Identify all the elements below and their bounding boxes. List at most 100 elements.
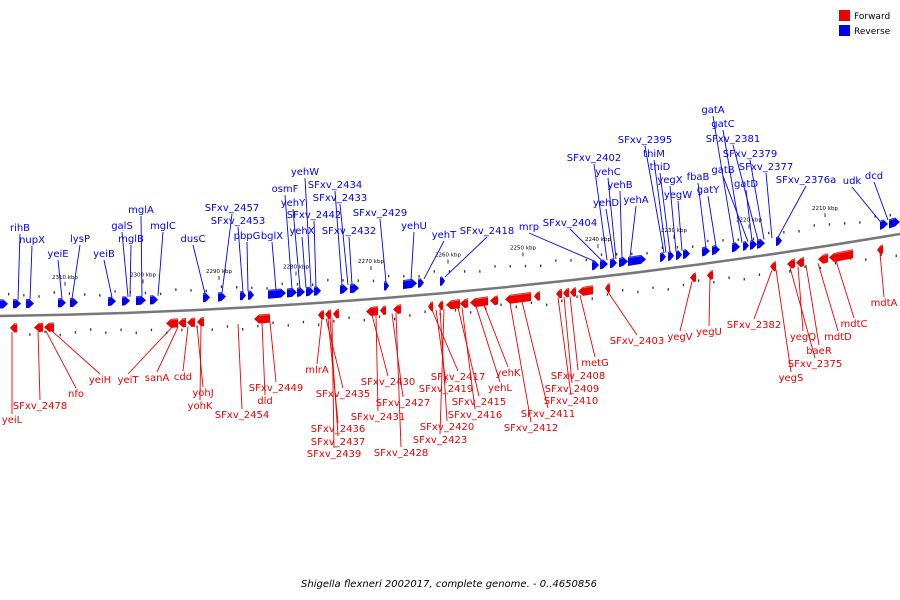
forward-gene-label: SFxv_2437 bbox=[311, 437, 365, 448]
feature-dash bbox=[828, 223, 831, 226]
forward-gene-label: SFxv_2410 bbox=[544, 396, 598, 407]
reverse-label-leader bbox=[71, 244, 81, 299]
reverse-gene-label: SFxv_2402 bbox=[567, 153, 621, 164]
reverse-label-leader bbox=[313, 220, 317, 288]
tick-label: 2280 kbp bbox=[283, 264, 309, 270]
forward-gene-label: yegV bbox=[667, 332, 692, 343]
forward-label-leader bbox=[156, 326, 179, 373]
reverse-gene-label: SFxv_2404 bbox=[543, 218, 597, 229]
forward-gene-label: yegQ bbox=[790, 332, 816, 343]
gene-arrow-highlight bbox=[833, 249, 854, 255]
reverse-label-leader bbox=[129, 244, 132, 297]
reverse-gene-label: osmF bbox=[272, 184, 299, 195]
forward-label-leader bbox=[457, 307, 480, 397]
gene-arrow-highlight bbox=[791, 258, 796, 261]
gene-arrow bbox=[757, 238, 765, 249]
gene-arrow-highlight bbox=[888, 218, 896, 221]
gene-arrow bbox=[393, 304, 401, 314]
tick-label: 2260 kbp bbox=[435, 253, 461, 259]
reverse-label-leader bbox=[605, 208, 615, 260]
gene-arrow bbox=[287, 287, 297, 298]
reverse-gene-label: yehT bbox=[432, 230, 457, 241]
reverse-label-leader bbox=[192, 244, 206, 294]
gene-arrow bbox=[248, 290, 254, 300]
feature-dash bbox=[287, 324, 289, 327]
forward-gene-label: mdtD bbox=[824, 332, 852, 343]
feature-dash bbox=[226, 325, 229, 328]
feature-dash bbox=[53, 291, 55, 294]
reverse-label-leader bbox=[722, 129, 743, 243]
forward-gene-label: yehL bbox=[488, 383, 512, 394]
forward-gene-label: cdd bbox=[174, 372, 192, 383]
gene-arrow bbox=[240, 290, 246, 301]
feature-dash bbox=[728, 276, 730, 279]
feature-dash bbox=[281, 282, 283, 286]
gene-arrow bbox=[197, 317, 204, 327]
gene-arrow bbox=[578, 285, 593, 296]
reverse-label-leader bbox=[271, 241, 277, 290]
reverse-label-leader bbox=[379, 218, 387, 283]
reverse-label-leader bbox=[722, 175, 749, 242]
reverse-gene-label: yeiB bbox=[93, 249, 115, 260]
forward-gene-label: SFxv_2375 bbox=[788, 359, 842, 370]
gene-arrow bbox=[108, 296, 116, 307]
feature-dash bbox=[296, 283, 299, 286]
forward-label-leader bbox=[579, 295, 596, 358]
reverse-label-leader bbox=[629, 205, 637, 258]
reverse-gene-label: SFxv_2379 bbox=[723, 149, 777, 160]
feature-dash bbox=[874, 215, 876, 218]
gene-arrow-highlight bbox=[800, 257, 805, 260]
reverse-label-leader bbox=[765, 172, 773, 239]
reverse-label-leader bbox=[607, 177, 617, 260]
feature-dash bbox=[181, 328, 183, 332]
forward-label-leader bbox=[563, 296, 573, 384]
forward-gene-label: metG bbox=[581, 358, 609, 369]
gene-arrow bbox=[600, 259, 608, 270]
reverse-gene-label: gatC bbox=[711, 119, 734, 130]
feature-dash bbox=[23, 294, 25, 297]
reverse-gene-label: SFxv_2433 bbox=[313, 193, 367, 204]
forward-gene-label: SFxv_2417 bbox=[431, 372, 485, 383]
gene-arrow bbox=[440, 276, 445, 286]
feature-dash bbox=[500, 303, 502, 306]
gene-arrow bbox=[318, 310, 324, 320]
gene-arrow bbox=[505, 292, 531, 304]
gene-arrow bbox=[58, 298, 66, 308]
reverse-gene-label: mglB bbox=[118, 234, 144, 245]
gene-arrow bbox=[268, 288, 286, 299]
feature-dash bbox=[120, 328, 122, 332]
reverse-label-leader bbox=[284, 194, 293, 289]
feature-dash bbox=[388, 274, 390, 278]
feature-dash bbox=[813, 224, 815, 227]
forward-gene-label: yegS bbox=[779, 373, 804, 384]
feature-dash bbox=[667, 288, 669, 291]
reverse-gene-label: yehB bbox=[607, 180, 632, 191]
reverse-label-leader bbox=[749, 159, 765, 240]
feature-dash bbox=[692, 245, 694, 248]
forward-gene-label: mlrA bbox=[305, 365, 329, 376]
gene-arrow bbox=[676, 250, 682, 260]
forward-label-leader bbox=[269, 322, 277, 383]
gene-arrow bbox=[889, 217, 900, 229]
reverse-gene-label: mglA bbox=[128, 205, 154, 216]
gene-arrow-highlight bbox=[742, 241, 746, 244]
forward-gene-label: SFxv_2428 bbox=[374, 448, 428, 459]
gene-arrow-highlight bbox=[402, 279, 413, 282]
gene-arrow bbox=[743, 241, 749, 251]
reverse-label-leader bbox=[851, 186, 881, 222]
gene-arrow bbox=[13, 299, 21, 309]
forward-label-leader bbox=[325, 318, 344, 389]
forward-label-leader bbox=[879, 253, 885, 298]
feature-dash bbox=[160, 292, 162, 296]
feature-dash bbox=[485, 307, 487, 310]
gene-arrow-highlight bbox=[693, 272, 697, 275]
gene-arrow bbox=[490, 295, 498, 306]
feature-dash bbox=[99, 294, 101, 297]
reverse-gene-label: yegX bbox=[657, 175, 682, 186]
gene-arrow bbox=[306, 286, 314, 297]
forward-label-leader bbox=[439, 309, 448, 422]
genome-backbone bbox=[0, 232, 900, 318]
feature-dash bbox=[59, 333, 61, 337]
reverse-gene-label: lysP bbox=[70, 234, 90, 245]
